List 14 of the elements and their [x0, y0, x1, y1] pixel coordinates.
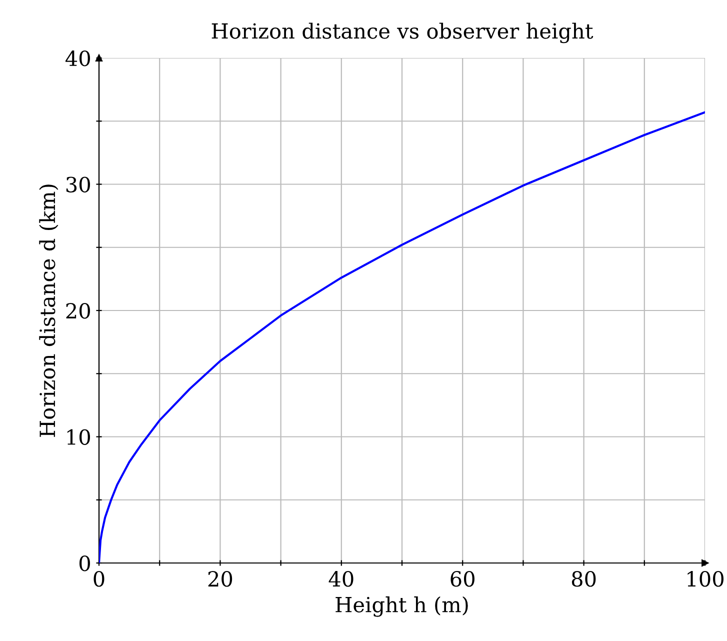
- y-tick-label: 30: [66, 176, 90, 192]
- x-tick-label: 0: [94, 571, 104, 587]
- x-tick-label: 40: [328, 571, 354, 587]
- y-tick-label: 40: [65, 50, 90, 66]
- y-tick-label: 0: [79, 555, 90, 572]
- y-axis-title: Horizon distance d (km): [39, 184, 58, 437]
- x-tick-label: 100: [688, 571, 724, 587]
- y-tick-label: 10: [67, 429, 90, 445]
- y-tick-label: 20: [66, 302, 90, 319]
- x-tick-label: 60: [450, 571, 474, 587]
- chart-title: Horizon distance vs observer height: [212, 22, 594, 44]
- x-tick-label: 80: [572, 571, 596, 587]
- x-tick-label: 20: [208, 571, 232, 587]
- x-axis-title: Height h (m): [336, 596, 468, 617]
